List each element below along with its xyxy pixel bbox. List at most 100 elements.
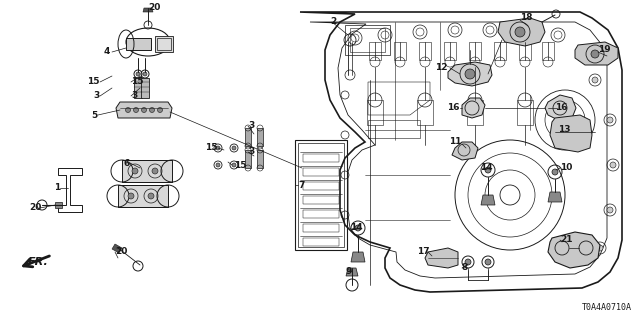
Text: 3: 3 <box>248 148 254 156</box>
Text: 3: 3 <box>93 92 100 100</box>
Bar <box>122 160 172 182</box>
Polygon shape <box>55 202 62 208</box>
Bar <box>126 38 151 50</box>
Circle shape <box>125 108 131 113</box>
Circle shape <box>607 117 613 123</box>
Text: 8: 8 <box>462 263 468 273</box>
Text: 14: 14 <box>350 223 363 233</box>
Polygon shape <box>116 102 172 118</box>
Bar <box>444 42 456 60</box>
Bar <box>369 42 381 60</box>
Bar <box>417 100 433 125</box>
Bar <box>517 100 533 125</box>
Circle shape <box>157 108 163 113</box>
Circle shape <box>232 163 236 167</box>
Text: 1: 1 <box>54 183 60 193</box>
Circle shape <box>515 27 525 37</box>
Circle shape <box>485 259 491 265</box>
Text: 3: 3 <box>248 121 254 130</box>
Text: 15: 15 <box>234 161 246 170</box>
Bar <box>141 78 149 98</box>
Text: 10: 10 <box>560 164 572 172</box>
Text: 20: 20 <box>148 4 161 12</box>
Polygon shape <box>462 98 485 118</box>
Circle shape <box>152 168 158 174</box>
Polygon shape <box>351 252 365 262</box>
Bar <box>467 100 483 125</box>
Bar <box>542 42 554 60</box>
Text: T0A4A0710A: T0A4A0710A <box>582 303 632 312</box>
Text: 15: 15 <box>88 77 100 86</box>
Bar <box>157 38 171 50</box>
Text: 7: 7 <box>298 180 305 189</box>
Circle shape <box>216 163 220 167</box>
Bar <box>295 140 347 250</box>
Polygon shape <box>498 18 545 46</box>
Circle shape <box>592 77 598 83</box>
Text: 12: 12 <box>435 63 448 73</box>
Text: 14: 14 <box>480 164 493 172</box>
Circle shape <box>485 167 491 173</box>
Circle shape <box>136 72 140 76</box>
Text: 17: 17 <box>417 247 430 257</box>
Circle shape <box>143 72 147 76</box>
Bar <box>303 210 339 218</box>
Polygon shape <box>143 8 153 12</box>
Bar <box>345 25 390 55</box>
Circle shape <box>128 193 134 199</box>
Circle shape <box>355 225 361 231</box>
Bar <box>257 150 263 168</box>
Circle shape <box>597 245 603 251</box>
Polygon shape <box>346 268 358 276</box>
Circle shape <box>216 146 220 150</box>
Bar <box>469 42 481 60</box>
Text: 20: 20 <box>29 204 42 212</box>
Text: 15: 15 <box>205 143 218 153</box>
Bar <box>519 42 531 60</box>
Text: 3: 3 <box>131 92 137 100</box>
Polygon shape <box>425 248 458 268</box>
Text: 21: 21 <box>560 236 573 244</box>
Circle shape <box>141 108 147 113</box>
Text: 4: 4 <box>104 47 110 57</box>
Bar <box>303 182 339 190</box>
Bar <box>303 238 339 246</box>
Text: 13: 13 <box>558 125 570 134</box>
Bar <box>303 224 339 232</box>
Text: 16: 16 <box>447 103 460 113</box>
Circle shape <box>150 108 154 113</box>
Bar <box>394 42 406 60</box>
Text: 5: 5 <box>92 110 98 119</box>
Circle shape <box>232 146 236 150</box>
Bar <box>155 36 173 52</box>
Polygon shape <box>112 244 122 253</box>
Polygon shape <box>448 62 492 86</box>
Bar <box>494 42 506 60</box>
Text: 11: 11 <box>449 138 462 147</box>
Polygon shape <box>481 195 495 205</box>
Text: 9: 9 <box>345 268 351 276</box>
Bar <box>367 100 383 125</box>
Circle shape <box>148 193 154 199</box>
Circle shape <box>134 108 138 113</box>
Text: 15: 15 <box>131 77 143 86</box>
Bar <box>245 150 251 168</box>
Circle shape <box>607 207 613 213</box>
Bar <box>134 78 142 98</box>
Bar <box>298 143 344 247</box>
Circle shape <box>465 259 471 265</box>
Circle shape <box>465 69 475 79</box>
Circle shape <box>610 162 616 168</box>
Text: 2: 2 <box>330 18 336 27</box>
Polygon shape <box>548 192 562 202</box>
Polygon shape <box>452 142 478 160</box>
Bar <box>245 128 251 146</box>
Text: FR.: FR. <box>28 257 49 267</box>
Text: 6: 6 <box>124 158 130 167</box>
Text: 19: 19 <box>598 45 611 54</box>
Bar <box>303 168 339 176</box>
Bar <box>419 42 431 60</box>
Circle shape <box>552 169 558 175</box>
Bar <box>257 128 263 146</box>
Circle shape <box>591 50 599 58</box>
